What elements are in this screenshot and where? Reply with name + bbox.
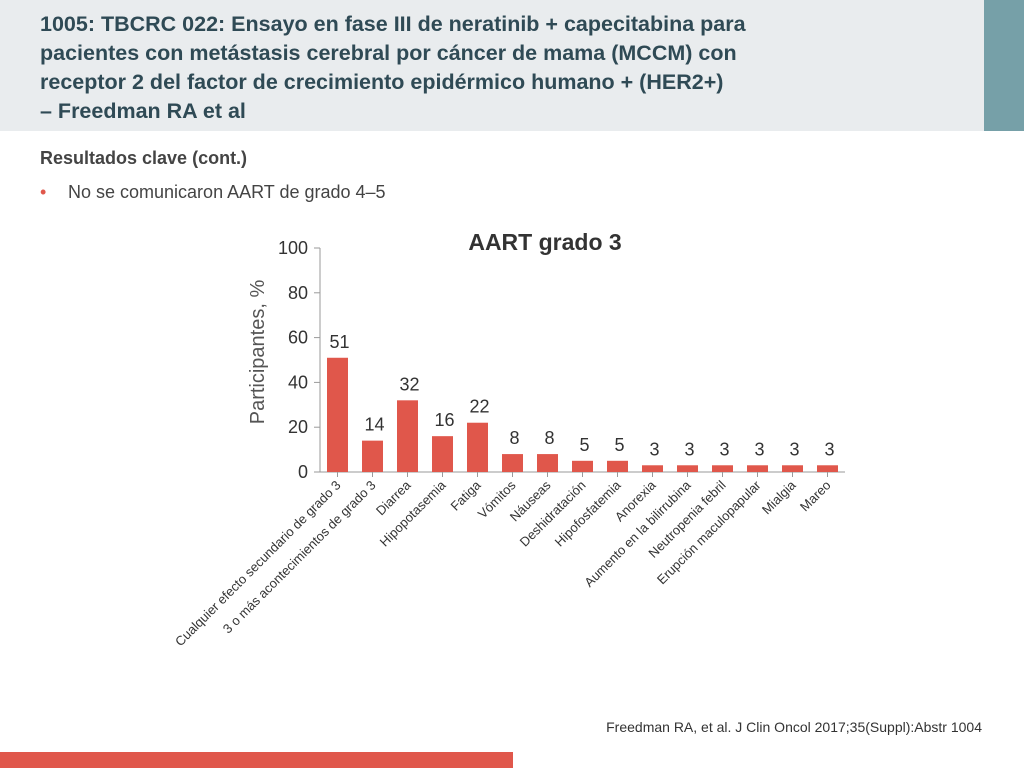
bar bbox=[712, 465, 733, 472]
bullet-dot-icon: • bbox=[40, 182, 47, 202]
data-label: 14 bbox=[364, 415, 384, 435]
data-label: 3 bbox=[754, 439, 764, 459]
category-label: Mialgia bbox=[759, 477, 799, 517]
data-label: 32 bbox=[399, 374, 419, 394]
bar bbox=[747, 465, 768, 472]
data-label: 3 bbox=[824, 439, 834, 459]
slide-title: 1005: TBCRC 022: Ensayo en fase III de n… bbox=[40, 10, 970, 126]
y-tick-label: 20 bbox=[288, 417, 308, 437]
title-line: receptor 2 del factor de crecimiento epi… bbox=[40, 70, 724, 94]
bar bbox=[642, 465, 663, 472]
data-label: 51 bbox=[329, 332, 349, 352]
y-tick-label: 0 bbox=[298, 462, 308, 482]
title-line: pacientes con metástasis cerebral por cá… bbox=[40, 41, 737, 65]
y-axis-label: Participantes, % bbox=[247, 280, 269, 425]
bar bbox=[327, 357, 348, 472]
bar bbox=[607, 460, 628, 472]
data-label: 8 bbox=[544, 428, 554, 448]
title-line: – Freedman RA et al bbox=[40, 99, 246, 123]
category-label: Mareo bbox=[797, 478, 834, 515]
y-tick-label: 80 bbox=[288, 283, 308, 303]
data-label: 3 bbox=[789, 439, 799, 459]
header-accent bbox=[984, 0, 1024, 131]
bullet-item: • No se comunicaron AART de grado 4–5 bbox=[40, 182, 386, 203]
category-label: Cualquier efecto secundario de grado 3 bbox=[172, 478, 344, 650]
chart-title: AART grado 3 bbox=[468, 229, 621, 255]
bar bbox=[362, 440, 383, 472]
data-label: 3 bbox=[719, 439, 729, 459]
bar bbox=[537, 454, 558, 472]
bar bbox=[467, 422, 488, 472]
data-label: 3 bbox=[684, 439, 694, 459]
bar bbox=[397, 400, 418, 472]
citation: Freedman RA, et al. J Clin Oncol 2017;35… bbox=[606, 719, 982, 735]
bar bbox=[817, 465, 838, 472]
y-tick-label: 60 bbox=[288, 328, 308, 348]
data-label: 8 bbox=[509, 428, 519, 448]
footer-bar bbox=[0, 752, 513, 768]
bar bbox=[677, 465, 698, 472]
y-tick-label: 40 bbox=[288, 372, 308, 392]
title-line: 1005: TBCRC 022: Ensayo en fase III de n… bbox=[40, 12, 746, 36]
bar bbox=[572, 460, 593, 472]
bar bbox=[502, 454, 523, 472]
bar bbox=[432, 436, 453, 472]
data-label: 5 bbox=[614, 435, 624, 455]
subheading: Resultados clave (cont.) bbox=[40, 148, 248, 168]
category-label: 3 o más acontecimientos de grado 3 bbox=[220, 478, 379, 637]
header-band bbox=[0, 0, 984, 131]
bullet-text: No se comunicaron AART de grado 4–5 bbox=[68, 182, 386, 202]
data-label: 16 bbox=[434, 410, 454, 430]
data-label: 5 bbox=[579, 435, 589, 455]
data-label: 22 bbox=[469, 397, 489, 417]
y-tick-label: 100 bbox=[278, 238, 308, 258]
data-label: 3 bbox=[649, 439, 659, 459]
bar bbox=[782, 465, 803, 472]
